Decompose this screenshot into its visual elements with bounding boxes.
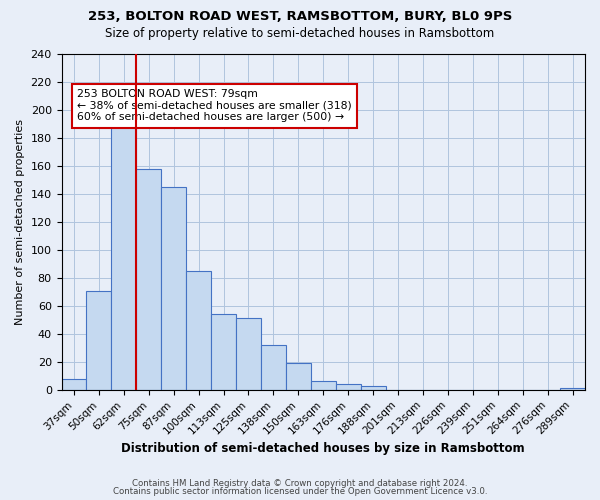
X-axis label: Distribution of semi-detached houses by size in Ramsbottom: Distribution of semi-detached houses by … xyxy=(121,442,525,455)
Bar xyxy=(236,318,261,390)
Bar xyxy=(560,388,585,390)
Bar xyxy=(112,116,136,390)
Bar xyxy=(62,378,86,390)
Bar xyxy=(311,382,336,390)
Text: Contains HM Land Registry data © Crown copyright and database right 2024.: Contains HM Land Registry data © Crown c… xyxy=(132,478,468,488)
Bar xyxy=(361,386,386,390)
Text: Size of property relative to semi-detached houses in Ramsbottom: Size of property relative to semi-detach… xyxy=(106,28,494,40)
Bar xyxy=(286,364,311,390)
Y-axis label: Number of semi-detached properties: Number of semi-detached properties xyxy=(15,119,25,325)
Bar xyxy=(136,169,161,390)
Bar xyxy=(211,314,236,390)
Text: 253 BOLTON ROAD WEST: 79sqm
← 38% of semi-detached houses are smaller (318)
60% : 253 BOLTON ROAD WEST: 79sqm ← 38% of sem… xyxy=(77,90,352,122)
Bar xyxy=(86,290,112,390)
Bar xyxy=(186,271,211,390)
Bar xyxy=(261,345,286,390)
Text: 253, BOLTON ROAD WEST, RAMSBOTTOM, BURY, BL0 9PS: 253, BOLTON ROAD WEST, RAMSBOTTOM, BURY,… xyxy=(88,10,512,23)
Text: Contains public sector information licensed under the Open Government Licence v3: Contains public sector information licen… xyxy=(113,487,487,496)
Bar xyxy=(336,384,361,390)
Bar xyxy=(161,187,186,390)
